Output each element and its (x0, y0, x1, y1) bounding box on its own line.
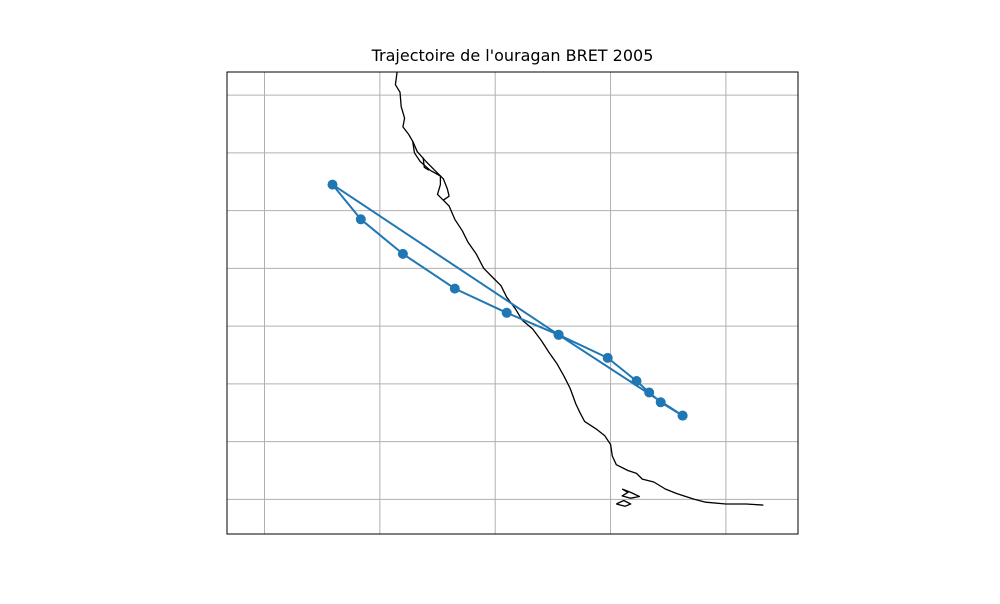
track-point-6 (501, 307, 512, 318)
plot-frame (226, 71, 799, 535)
coastline-segment-1 (412, 141, 450, 201)
track-point-2 (644, 387, 655, 398)
track-point-4 (602, 352, 613, 363)
coastline-segment-4 (616, 499, 632, 507)
track-layer (327, 179, 688, 421)
grid-layer (227, 72, 798, 534)
track-point-12 (677, 410, 688, 421)
track-point-3 (631, 376, 642, 386)
track-point-10 (327, 179, 338, 190)
track-point-9 (355, 214, 366, 225)
track-point-1 (655, 397, 666, 408)
track-point-7 (449, 283, 460, 294)
coastline-segment-2 (422, 157, 430, 171)
chart-title: Trajectoire de l'ouragan BRET 2005 (371, 46, 654, 65)
track-line-0 (331, 183, 684, 417)
track-point-11 (553, 329, 564, 340)
track-point-8 (397, 248, 408, 259)
coastline-segment-3 (621, 488, 641, 499)
